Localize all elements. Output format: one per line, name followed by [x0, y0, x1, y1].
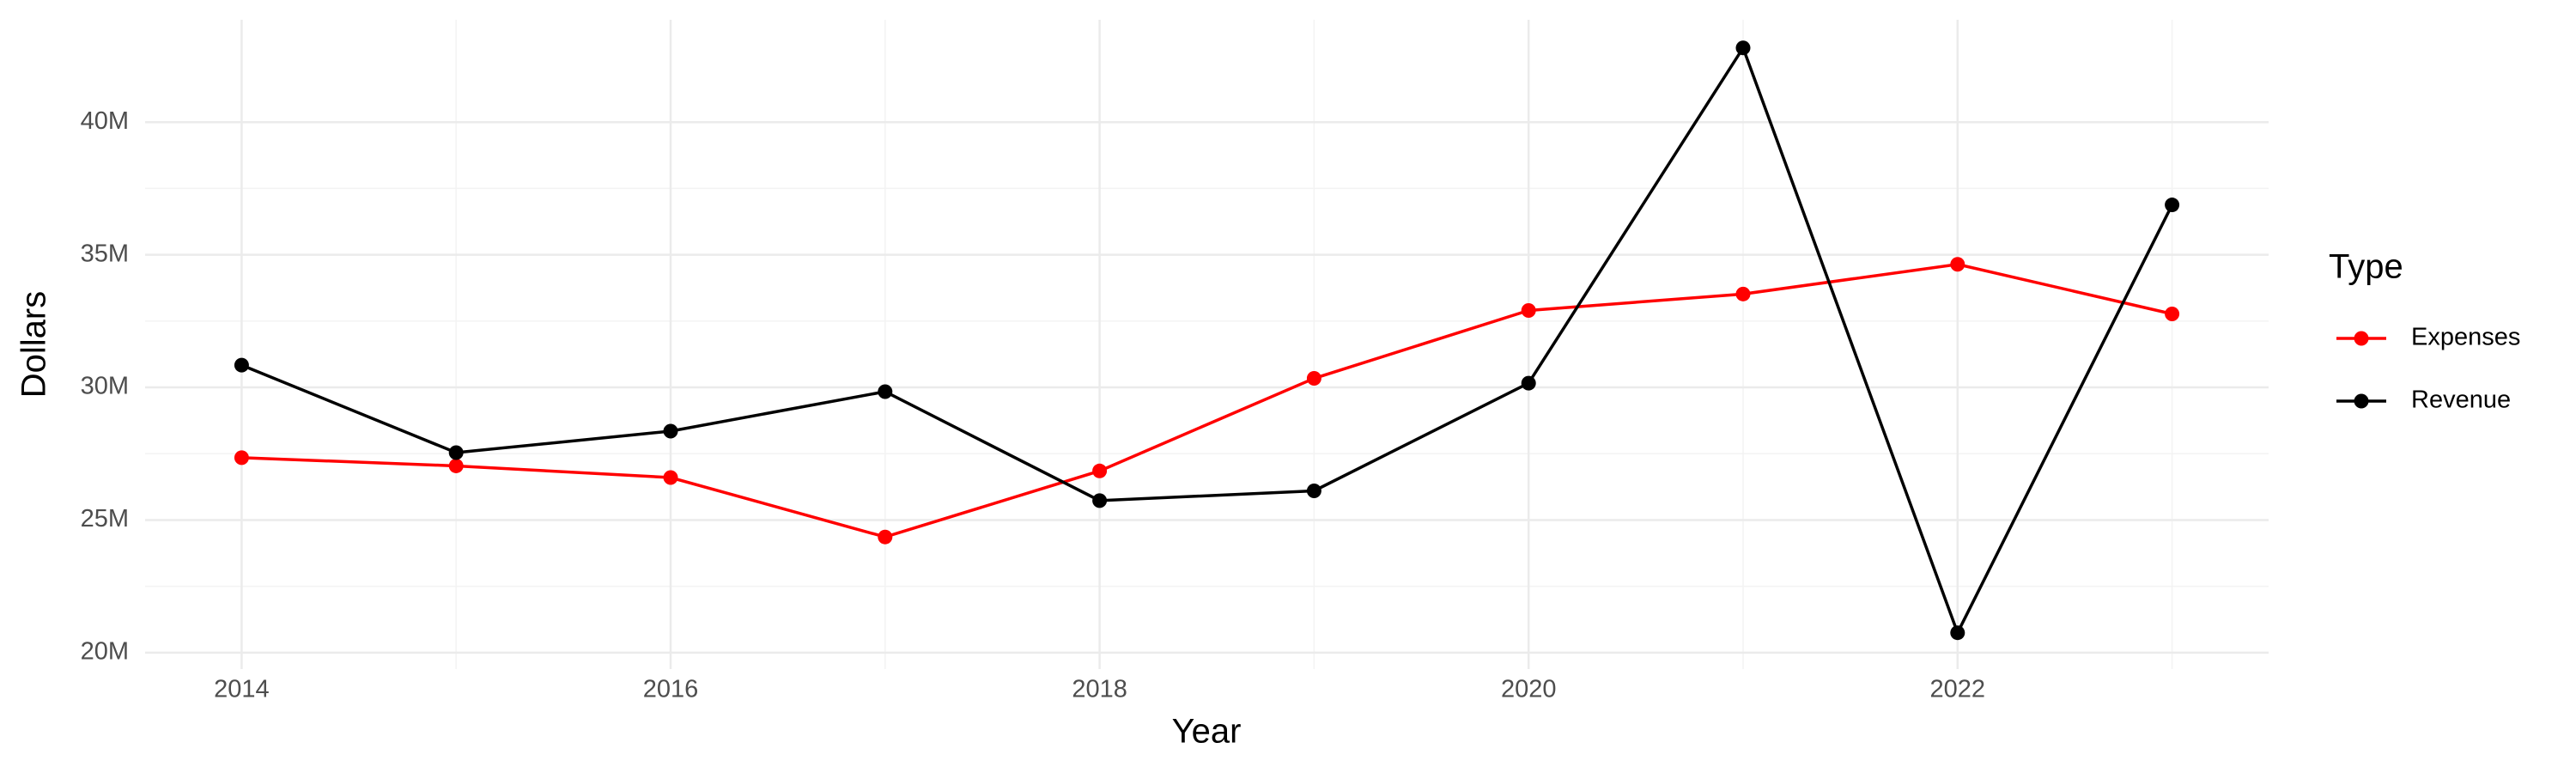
data-point [448, 445, 464, 460]
legend-marker [2354, 393, 2369, 409]
x-tick-label: 2014 [214, 676, 270, 703]
data-point [234, 357, 249, 373]
data-point [878, 529, 893, 545]
legend-title: Type [2329, 248, 2403, 286]
data-point [1306, 371, 1321, 386]
x-tick-label: 2020 [1501, 676, 1557, 703]
data-point [878, 384, 893, 399]
y-tick-label: 35M [81, 240, 129, 267]
data-point [2165, 198, 2180, 213]
x-tick-label: 2016 [643, 676, 699, 703]
data-point [663, 470, 678, 485]
y-tick-label: 20M [81, 638, 129, 666]
data-point [448, 458, 464, 473]
x-tick-label: 2018 [1072, 676, 1127, 703]
x-tick-label: 2022 [1930, 676, 1986, 703]
legend-marker [2354, 331, 2369, 346]
data-point [1092, 463, 1108, 478]
data-point [1521, 302, 1536, 318]
data-point [234, 450, 249, 466]
legend-label: Revenue [2411, 386, 2511, 414]
y-tick-label: 25M [81, 505, 129, 533]
data-point [1521, 375, 1536, 391]
y-axis-title: Dollars [15, 291, 53, 398]
data-point [1950, 625, 1965, 641]
series-line [240, 44, 2174, 637]
data-point [1306, 483, 1321, 498]
data-point [1735, 286, 1751, 301]
series-line [241, 262, 2172, 539]
legend-label: Expenses [2411, 324, 2520, 351]
x-axis-title: Year [1172, 713, 1242, 751]
data-point [1950, 257, 1965, 272]
data-point [1735, 40, 1751, 56]
data-point [1092, 493, 1108, 508]
y-tick-label: 40M [81, 107, 129, 135]
data-point [663, 423, 678, 439]
data-point [2165, 306, 2180, 321]
y-tick-label: 30M [81, 373, 129, 400]
